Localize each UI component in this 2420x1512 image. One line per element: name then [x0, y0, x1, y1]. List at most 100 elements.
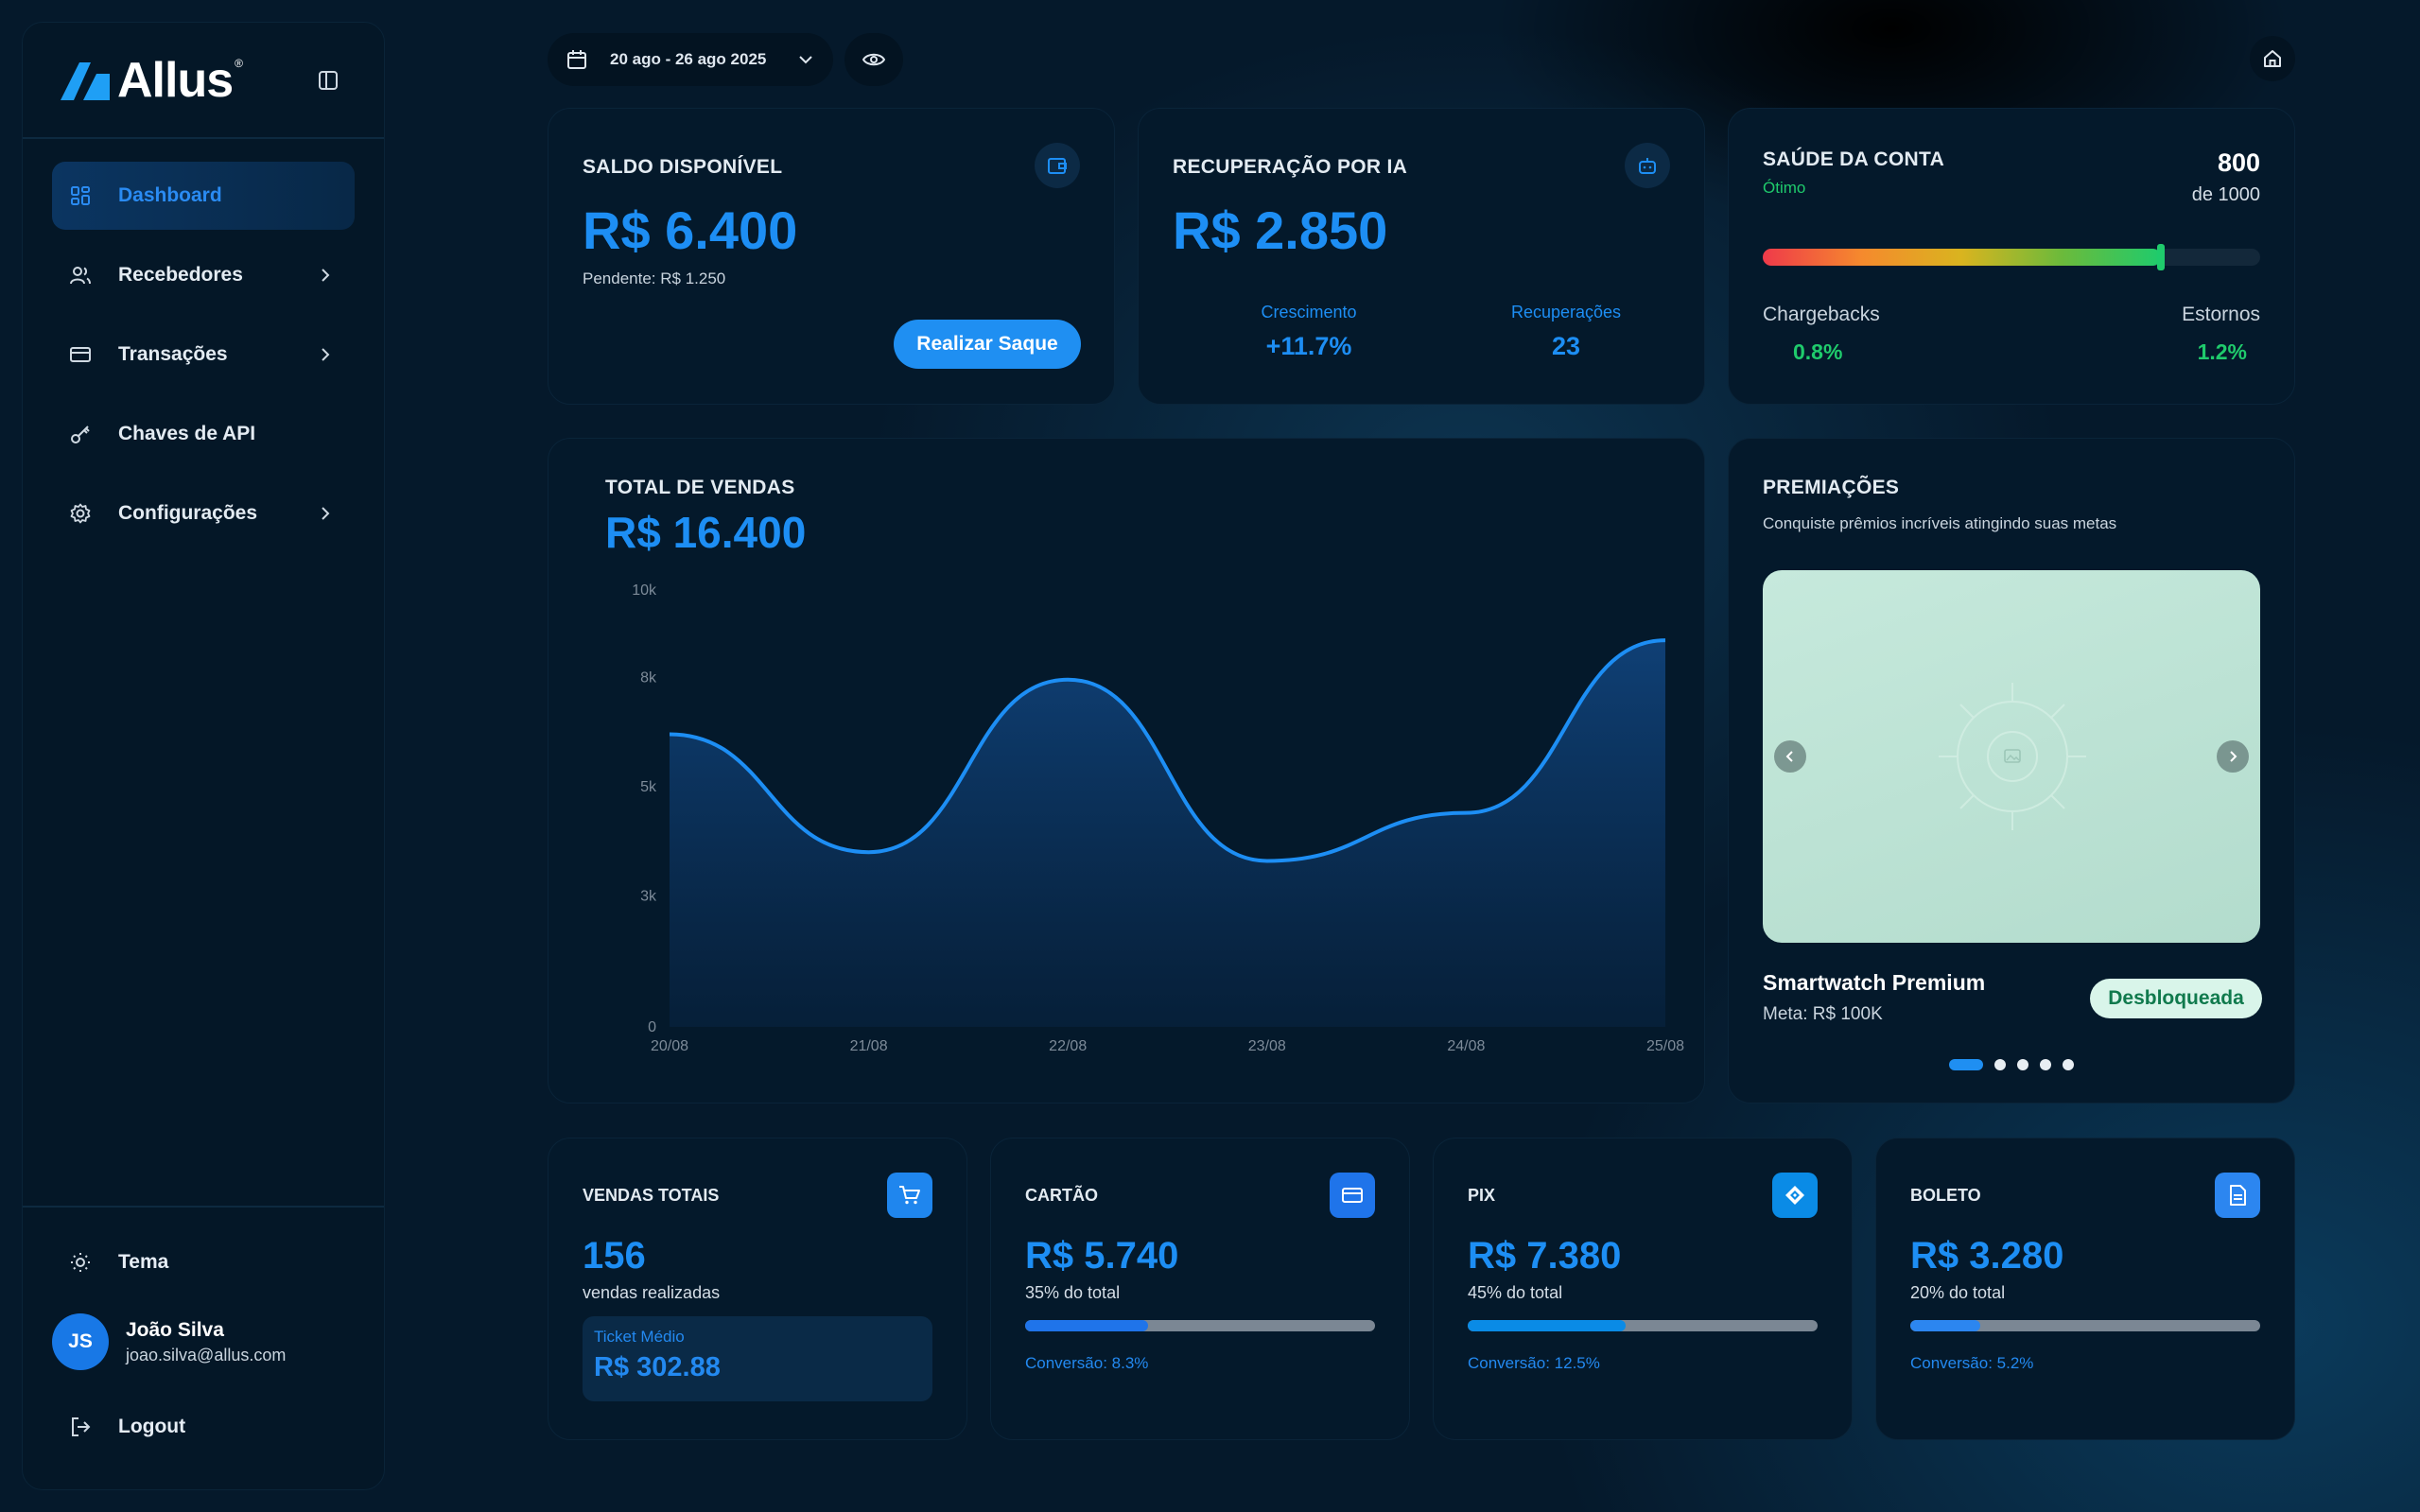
chevron-right-icon — [322, 507, 330, 520]
estornos-label: Estornos — [2182, 304, 2260, 325]
chart-line — [669, 638, 1666, 863]
x-tick-label: 21/08 — [850, 1038, 888, 1054]
x-tick-label: 22/08 — [1049, 1038, 1087, 1054]
y-tick-label: 3k — [640, 888, 657, 904]
carousel-next-button[interactable] — [2217, 740, 2249, 773]
saude-score: 800 — [2217, 148, 2260, 177]
logout-icon — [72, 1417, 91, 1436]
estornos-value: 1.2% — [2197, 339, 2247, 364]
sidebar-item-label: Recebedores — [118, 264, 243, 286]
theme-toggle[interactable]: Tema — [52, 1236, 355, 1289]
sidebar-nav: Dashboard Recebedores Transações Chaves … — [23, 139, 384, 582]
home-button[interactable] — [2250, 36, 2295, 81]
growth-value: +11.7% — [1265, 332, 1352, 360]
reward-goal: Meta: R$ 100K — [1763, 1004, 1883, 1024]
chevron-left-icon — [1785, 751, 1793, 762]
premiacoes-subtitle: Conquiste prêmios incríveis atingindo su… — [1763, 514, 2117, 532]
recoveries-metric: Recuperações 23 — [1471, 303, 1661, 361]
cartao-share-text: 35% do total — [1025, 1283, 1121, 1302]
chargebacks-value: 0.8% — [1793, 339, 1843, 364]
recoveries-label: Recuperações — [1510, 303, 1622, 322]
calendar-icon — [567, 50, 586, 69]
sidebar-item-recebedores[interactable]: Recebedores — [52, 241, 355, 309]
wallet-icon — [1035, 143, 1080, 188]
cartao-card: CARTÃO R$ 5.740 35% do total Conversão: … — [990, 1138, 1410, 1440]
image-placeholder-icon — [1939, 683, 2086, 830]
vendas-chart-title: TOTAL DE VENDAS — [605, 477, 795, 498]
vendas-totais-card: VENDAS TOTAIS 156 vendas realizadas Tick… — [548, 1138, 967, 1440]
home-icon — [2264, 50, 2281, 67]
realizar-saque-button[interactable]: Realizar Saque — [894, 320, 1081, 369]
sales-area-chart: 0 3k 5k 8k 10k 20/08 21/08 22/08 23/08 24/08 25/08 — [632, 582, 1684, 1054]
saude-title: SAÚDE DA CONTA — [1763, 148, 1945, 170]
user-name: João Silva — [126, 1318, 224, 1341]
vendas-totais-label: VENDAS TOTAIS — [583, 1186, 720, 1205]
carousel-dot[interactable] — [1949, 1059, 1983, 1070]
chevron-down-icon — [799, 56, 812, 64]
carousel-dot[interactable] — [2063, 1059, 2074, 1070]
cartao-share-bar-fill — [1025, 1320, 1148, 1331]
sidebar-item-configuracoes[interactable]: Configurações — [52, 479, 355, 547]
sidebar-item-label: Dashboard — [118, 184, 222, 206]
premiacoes-title: PREMIAÇÕES — [1763, 477, 1900, 498]
collapse-sidebar-icon[interactable] — [318, 70, 339, 91]
x-tick-label: 24/08 — [1447, 1038, 1485, 1054]
saldo-title: SALDO DISPONÍVEL — [583, 156, 783, 178]
users-icon — [69, 264, 92, 287]
brand-reg: ® — [235, 56, 243, 70]
carousel-dot[interactable] — [1994, 1059, 2006, 1070]
theme-label: Tema — [118, 1251, 169, 1273]
sidebar: Allus ® Dashboard Recebedores Transações — [22, 22, 385, 1490]
chevron-right-icon — [322, 269, 330, 282]
carousel-dots — [1949, 1059, 2074, 1070]
carousel-dot[interactable] — [2040, 1059, 2051, 1070]
boleto-label: BOLETO — [1910, 1186, 1981, 1205]
pix-conversion: Conversão: 12.5% — [1468, 1354, 1600, 1372]
sidebar-item-transacoes[interactable]: Transações — [52, 321, 355, 389]
chart-area-fill — [670, 640, 1665, 1027]
recuperacao-card: RECUPERAÇÃO POR IA R$ 2.850 Crescimento … — [1138, 108, 1705, 405]
dashboard-icon — [69, 184, 92, 207]
pix-icon — [1772, 1173, 1818, 1218]
saude-status: Ótimo — [1763, 179, 1806, 197]
toggle-visibility-button[interactable] — [844, 33, 903, 86]
logo-row: Allus ® — [23, 23, 384, 139]
ticket-medio-value: R$ 302.88 — [594, 1352, 721, 1382]
x-tick-label: 25/08 — [1646, 1038, 1684, 1054]
cartao-label: CARTÃO — [1025, 1186, 1098, 1205]
user-profile[interactable]: JS João Silva joao.silva@allus.com — [52, 1313, 355, 1370]
sidebar-item-chaves-api[interactable]: Chaves de API — [52, 400, 355, 468]
sidebar-item-label: Chaves de API — [118, 423, 256, 444]
sidebar-item-dashboard[interactable]: Dashboard — [52, 162, 355, 230]
allus-logo-icon — [61, 61, 110, 100]
recuperacao-value: R$ 2.850 — [1173, 200, 1388, 260]
boleto-share-bar-fill — [1910, 1320, 1980, 1331]
saldo-card: SALDO DISPONÍVEL R$ 6.400 Pendente: R$ 1… — [548, 108, 1115, 405]
cartao-value: R$ 5.740 — [1025, 1235, 1179, 1277]
recuperacao-title: RECUPERAÇÃO POR IA — [1173, 156, 1408, 178]
avatar: JS — [52, 1313, 109, 1370]
credit-card-icon — [1330, 1173, 1375, 1218]
key-icon — [69, 423, 92, 445]
date-range-text: 20 ago - 26 ago 2025 — [610, 50, 767, 68]
logout-button[interactable]: Logout — [52, 1400, 355, 1453]
boleto-card: BOLETO R$ 3.280 20% do total Conversão: … — [1875, 1138, 2295, 1440]
y-tick-label: 10k — [632, 582, 657, 599]
reward-status-badge: Desbloqueada — [2090, 979, 2262, 1018]
health-bar-fill — [1763, 249, 2161, 266]
logout-label: Logout — [118, 1416, 186, 1437]
growth-label: Crescimento — [1261, 303, 1357, 322]
vendas-totais-value: 156 — [583, 1235, 646, 1277]
reward-name: Smartwatch Premium — [1763, 970, 1986, 995]
saude-card: SAÚDE DA CONTA Ótimo 800 de 1000 Chargeb… — [1728, 108, 2295, 405]
boleto-share-text: 20% do total — [1910, 1283, 2006, 1302]
pix-value: R$ 7.380 — [1468, 1235, 1622, 1277]
cartao-share-bar — [1025, 1320, 1375, 1331]
pix-label: PIX — [1468, 1186, 1496, 1205]
carousel-prev-button[interactable] — [1774, 740, 1806, 773]
date-range-picker[interactable]: 20 ago - 26 ago 2025 — [548, 33, 833, 86]
carousel-dot[interactable] — [2017, 1059, 2028, 1070]
pix-card: PIX R$ 7.380 45% do total Conversão: 12.… — [1433, 1138, 1853, 1440]
pix-share-text: 45% do total — [1468, 1283, 1563, 1302]
gear-icon — [69, 502, 92, 525]
